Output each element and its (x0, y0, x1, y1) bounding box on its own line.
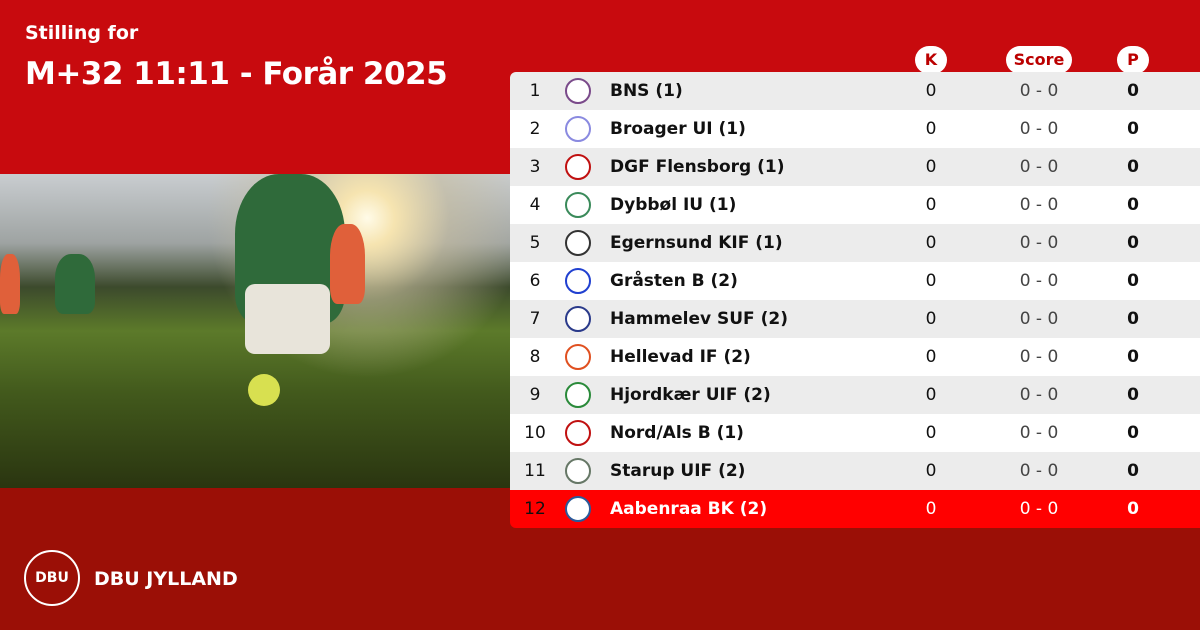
team-logo-icon (565, 78, 591, 104)
table-row[interactable]: 6 Gråsten B (2) 0 0 - 0 0 (510, 262, 1200, 300)
score: 0 - 0 (1019, 461, 1059, 481)
team-logo-icon (565, 306, 591, 332)
matches-played: 0 (925, 195, 937, 215)
team-name[interactable]: Dybbøl IU (1) (610, 195, 737, 215)
team-logo-icon (565, 458, 591, 484)
matches-played: 0 (925, 461, 937, 481)
score: 0 - 0 (1019, 347, 1059, 367)
matches-played: 0 (925, 271, 937, 291)
team-name[interactable]: Aabenraa BK (2) (610, 499, 768, 519)
matches-played: 0 (925, 385, 937, 405)
rank: 4 (529, 195, 541, 215)
dbu-logo: DBU (24, 550, 80, 606)
score: 0 - 0 (1019, 119, 1059, 139)
rank: 7 (529, 309, 541, 329)
column-header-k[interactable]: K (915, 46, 947, 74)
team-logo-icon (565, 154, 591, 180)
rank: 6 (529, 271, 541, 291)
table-row[interactable]: 3 DGF Flensborg (1) 0 0 - 0 0 (510, 148, 1200, 186)
points: 0 (1127, 157, 1139, 177)
table-row[interactable]: 5 Egernsund KIF (1) 0 0 - 0 0 (510, 224, 1200, 262)
team-name[interactable]: Hammelev SUF (2) (610, 309, 788, 329)
matches-played: 0 (925, 119, 937, 139)
points: 0 (1127, 423, 1139, 443)
team-name[interactable]: DGF Flensborg (1) (610, 157, 785, 177)
team-name[interactable]: Egernsund KIF (1) (610, 233, 783, 253)
team-logo-icon (565, 116, 591, 142)
column-header-score[interactable]: Score (1006, 46, 1072, 74)
table-row[interactable]: 4 Dybbøl IU (1) 0 0 - 0 0 (510, 186, 1200, 224)
points: 0 (1127, 385, 1139, 405)
rank: 8 (529, 347, 541, 367)
score: 0 - 0 (1019, 271, 1059, 291)
points: 0 (1127, 233, 1139, 253)
rank: 11 (524, 461, 546, 481)
points: 0 (1127, 195, 1139, 215)
football-photo (0, 174, 510, 488)
rank: 5 (529, 233, 541, 253)
rank: 12 (524, 499, 546, 519)
score: 0 - 0 (1019, 385, 1059, 405)
team-name[interactable]: Broager UI (1) (610, 119, 746, 139)
score: 0 - 0 (1019, 81, 1059, 101)
rank: 3 (529, 157, 541, 177)
column-header-p[interactable]: P (1117, 46, 1149, 74)
table-row[interactable]: 9 Hjordkær UIF (2) 0 0 - 0 0 (510, 376, 1200, 414)
points: 0 (1127, 81, 1139, 101)
matches-played: 0 (925, 233, 937, 253)
score: 0 - 0 (1019, 423, 1059, 443)
points: 0 (1127, 347, 1139, 367)
rank: 9 (529, 385, 541, 405)
score: 0 - 0 (1019, 195, 1059, 215)
matches-played: 0 (925, 81, 937, 101)
points: 0 (1127, 461, 1139, 481)
points: 0 (1127, 499, 1139, 519)
team-name[interactable]: Hellevad IF (2) (610, 347, 751, 367)
matches-played: 0 (925, 423, 937, 443)
team-logo-icon (565, 496, 591, 522)
org-name: DBU JYLLAND (94, 568, 238, 590)
table-row[interactable]: 7 Hammelev SUF (2) 0 0 - 0 0 (510, 300, 1200, 338)
page-title: M+32 11:11 - Forår 2025 (25, 56, 448, 92)
matches-played: 0 (925, 157, 937, 177)
matches-played: 0 (925, 499, 937, 519)
score: 0 - 0 (1019, 157, 1059, 177)
rank: 2 (529, 119, 541, 139)
team-logo-icon (565, 230, 591, 256)
points: 0 (1127, 309, 1139, 329)
team-name[interactable]: Hjordkær UIF (2) (610, 385, 771, 405)
matches-played: 0 (925, 309, 937, 329)
team-logo-icon (565, 192, 591, 218)
score: 0 - 0 (1019, 309, 1059, 329)
subtitle: Stilling for (25, 22, 139, 44)
rank: 10 (524, 423, 546, 443)
team-name[interactable]: Starup UIF (2) (610, 461, 746, 481)
table-row[interactable]: 1 BNS (1) 0 0 - 0 0 (510, 72, 1200, 110)
team-logo-icon (565, 382, 591, 408)
points: 0 (1127, 119, 1139, 139)
score: 0 - 0 (1019, 499, 1059, 519)
team-name[interactable]: Gråsten B (2) (610, 271, 738, 291)
table-row[interactable]: 2 Broager UI (1) 0 0 - 0 0 (510, 110, 1200, 148)
team-logo-icon (565, 268, 591, 294)
team-name[interactable]: Nord/Als B (1) (610, 423, 744, 443)
points: 0 (1127, 271, 1139, 291)
matches-played: 0 (925, 347, 937, 367)
team-logo-icon (565, 420, 591, 446)
team-name[interactable]: BNS (1) (610, 81, 683, 101)
table-row[interactable]: 10 Nord/Als B (1) 0 0 - 0 0 (510, 414, 1200, 452)
table-row[interactable]: 11 Starup UIF (2) 0 0 - 0 0 (510, 452, 1200, 490)
rank: 1 (529, 81, 541, 101)
table-row[interactable]: 12 Aabenraa BK (2) 0 0 - 0 0 (510, 490, 1200, 528)
score: 0 - 0 (1019, 233, 1059, 253)
table-row[interactable]: 8 Hellevad IF (2) 0 0 - 0 0 (510, 338, 1200, 376)
team-logo-icon (565, 344, 591, 370)
